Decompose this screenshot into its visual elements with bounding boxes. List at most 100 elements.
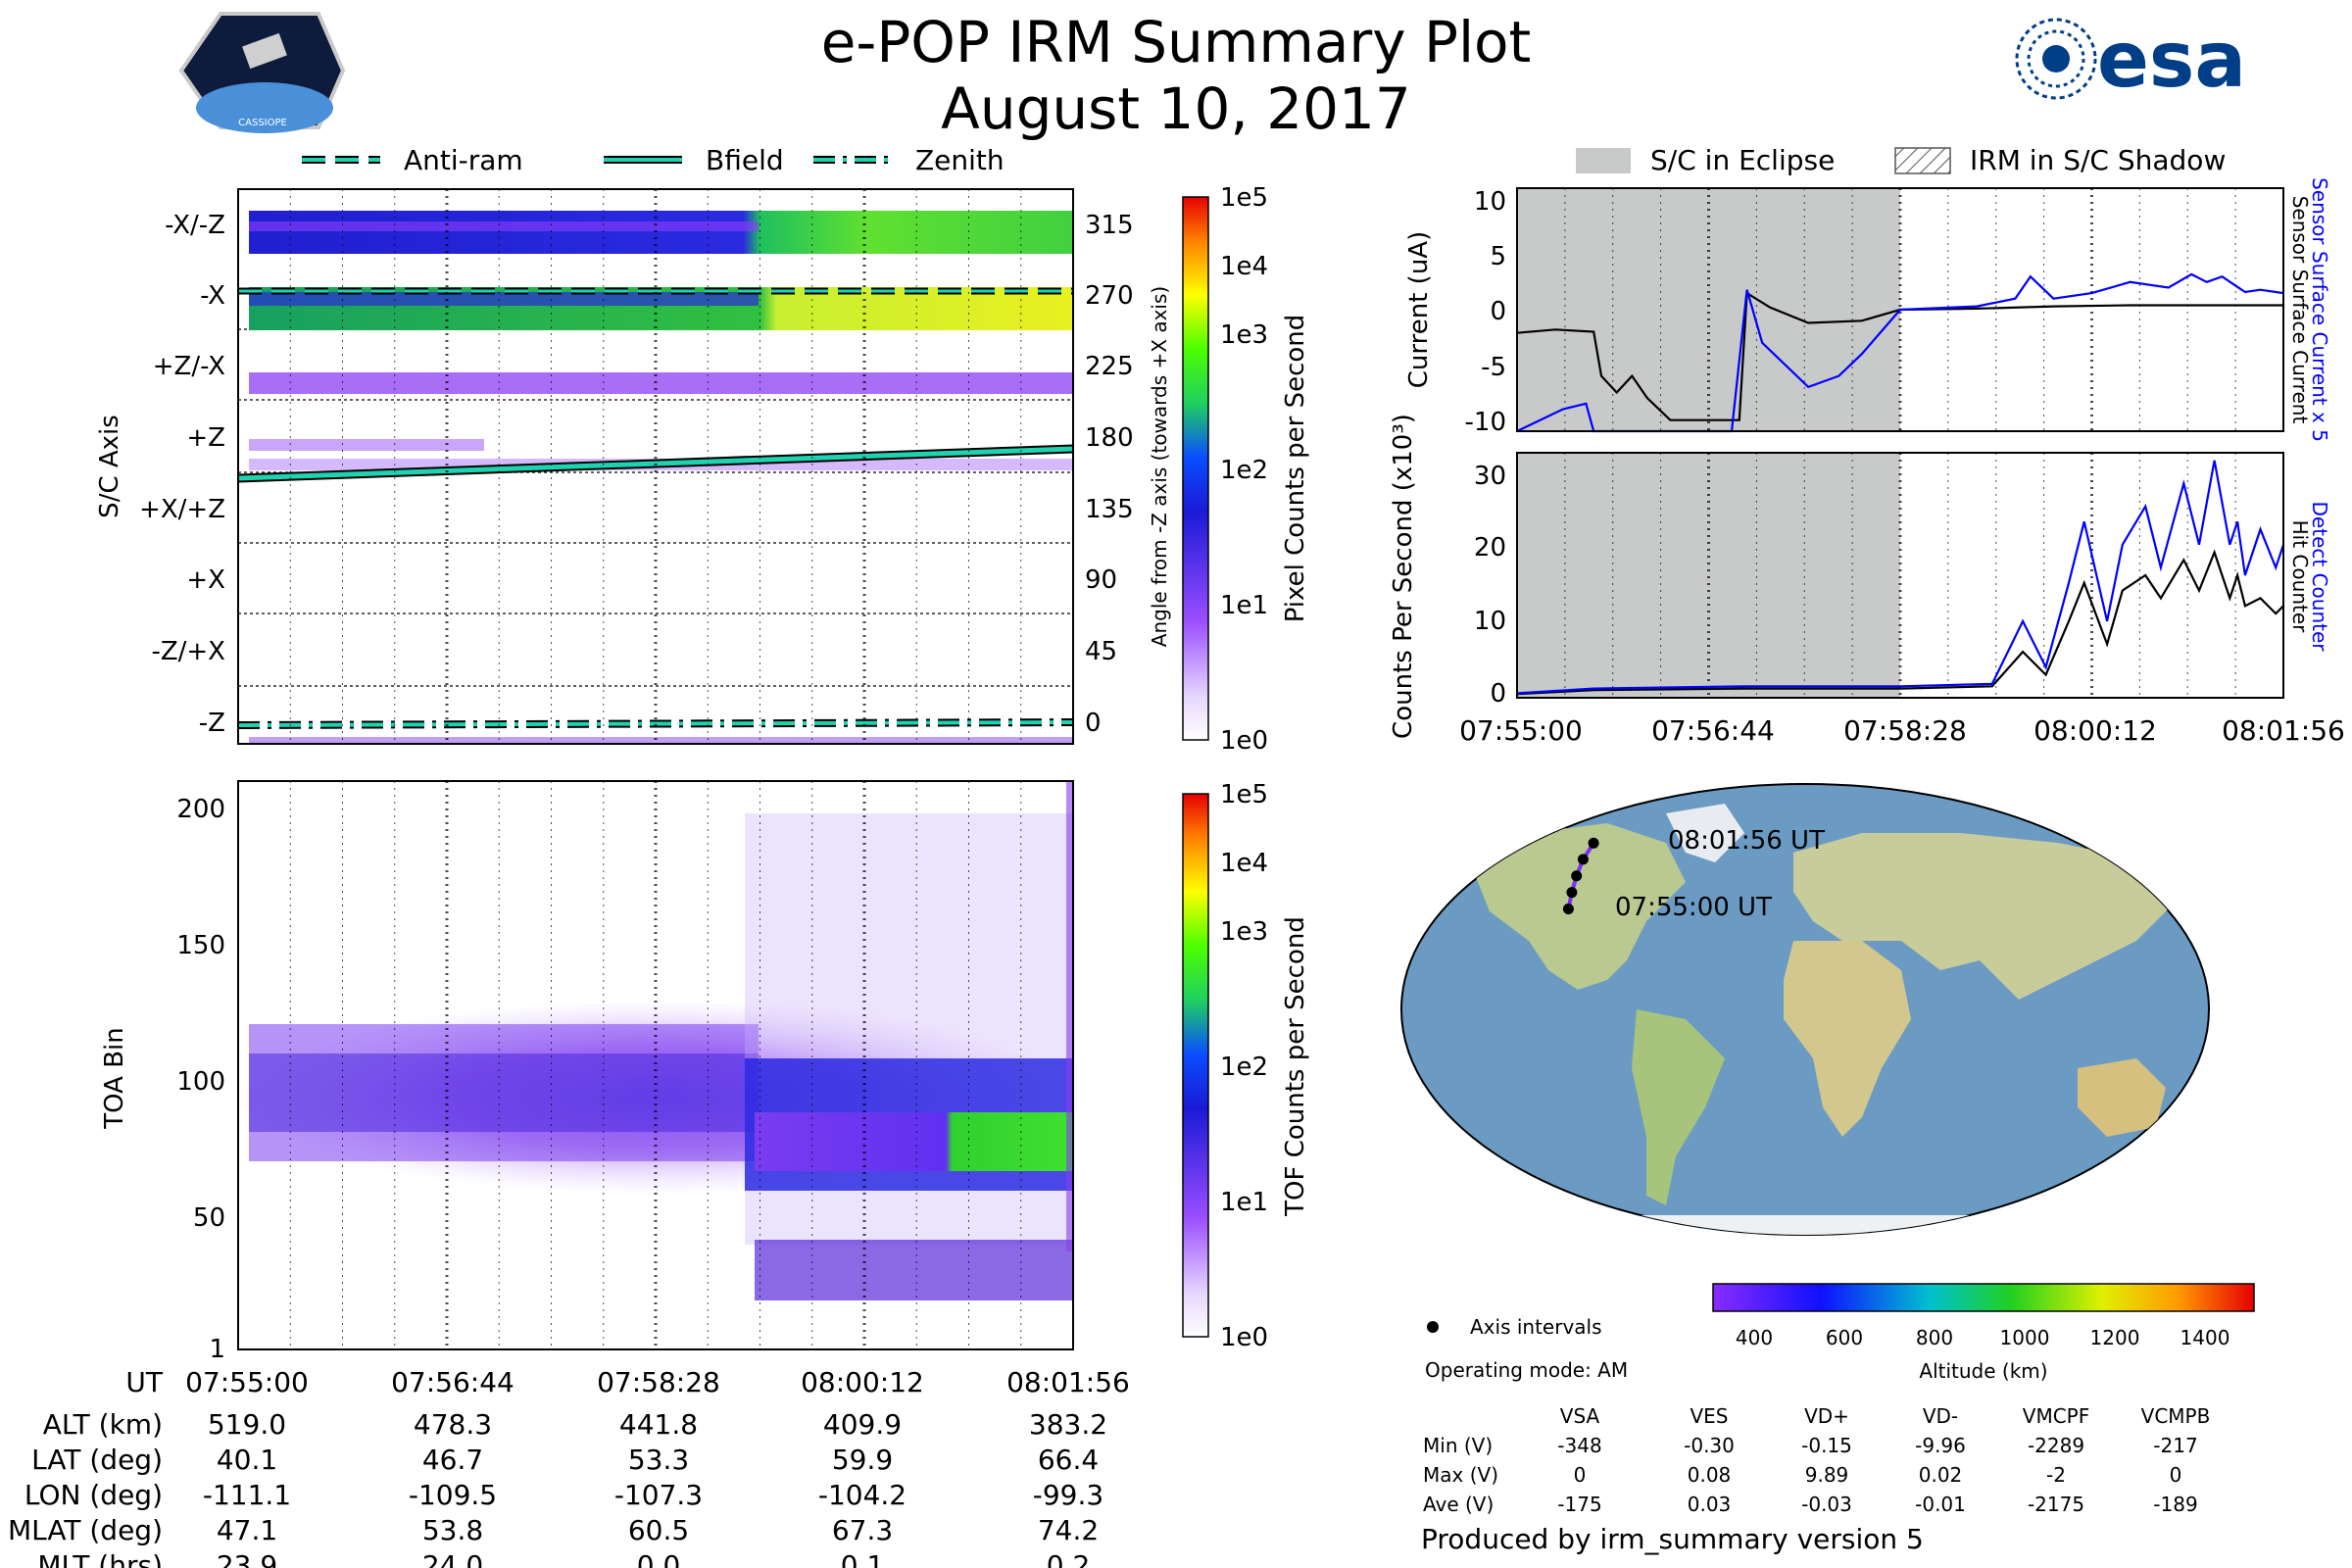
cbtick: 400 [1736,1326,1773,1349]
series-hit-counter [1516,549,2284,696]
ut-label: UT [125,1366,163,1398]
ytick: 5 [1490,242,1506,271]
africa [1784,941,1911,1137]
ephemeris-row-label: LAT (deg) [31,1444,163,1476]
ytick: -5 [1481,353,1506,382]
ephemeris-value: 67.3 [832,1514,893,1546]
ytick: 100 [176,1067,225,1097]
legend-eclipse-swatch [1576,148,1631,173]
ytick: 10 [1474,607,1506,636]
ephemeris-value: -104.2 [818,1479,906,1511]
tof-colorbar-ticks: 1e5 1e4 1e3 1e2 1e1 1e0 [1220,780,1268,1352]
ephemeris-value: 441.8 [619,1408,698,1441]
legend-antiram: Anti-ram [404,144,523,176]
counts-ylabel: Counts Per Second (x10³) [1389,414,1418,739]
y2tick: 225 [1085,352,1134,381]
cbtick: 1e1 [1220,1188,1268,1217]
cbtick: 1400 [2180,1326,2230,1349]
altitude-colorbar [1712,1283,2255,1312]
stats-value: -0.03 [1801,1493,1852,1516]
stats-value: -175 [1557,1493,1601,1516]
ephemeris-value: -99.3 [1033,1479,1103,1511]
ut-tick: 07:56:44 [391,1366,514,1398]
ephemeris-value: 60.5 [628,1514,689,1546]
cbtick: 1e5 [1220,183,1268,213]
ytick: -Z [199,709,225,738]
ytick: +X [186,565,225,595]
cbtick: 1e2 [1220,456,1268,485]
stats-col-header: VSA [1560,1404,1600,1428]
pixel-y2ticks: 315 270 225 180 135 90 45 0 [1085,211,1134,738]
stats-value: -348 [1557,1434,1601,1457]
orbit-point [1566,887,1578,899]
ytick: -X/-Z [165,211,225,240]
ytick: 200 [176,795,225,824]
tof-heatmap-panel [237,780,1074,1350]
time-tick: 08:01:56 [2222,714,2345,747]
counts-right-label-detect: Detect Counter [2308,502,2331,653]
legend-shadow-swatch [1894,147,1951,174]
operating-mode: Operating mode: AM [1425,1358,1628,1382]
time-tick: 07:55:00 [1459,714,1583,747]
y2tick: 270 [1085,281,1134,311]
stats-value: -2 [2046,1463,2066,1487]
tof-band [755,1112,1073,1171]
tof-yticks: 200 150 100 50 1 [176,795,225,1364]
stats-value: -0.01 [1915,1493,1966,1516]
ephemeris-value: -109.5 [409,1479,497,1511]
cbtick: 1e1 [1220,591,1268,620]
axis-interval-marker [1427,1321,1439,1333]
cbtick: 1e0 [1220,726,1268,756]
track-start-label: 07:55:00 UT [1615,893,1772,922]
ephemeris-value: 409.9 [823,1408,902,1441]
ephemeris-value: 46.7 [422,1444,483,1476]
ephemeris-value: 53.8 [422,1514,483,1546]
stats-value: -0.30 [1684,1434,1735,1457]
series-detect-counter [1516,460,2285,695]
stats-col-header: VD+ [1804,1404,1849,1428]
ytick: -X [200,281,225,311]
series-sensor-surface-current [1516,291,2283,421]
stats-value: 0 [1574,1463,1587,1487]
left-legend: Anti-ram Bfield Zenith [302,144,1004,176]
tof-colorbar [1182,793,1209,1338]
time-tick: 07:56:44 [1651,714,1775,747]
cbtick: 1000 [2000,1326,2050,1349]
esa-logo-text: esa [2097,17,2246,105]
cbtick: 1e5 [1220,780,1268,809]
stats-row-label: Min (V) [1423,1434,1493,1457]
band-zx [249,372,1073,394]
plot-date: August 10, 2017 [941,75,1411,142]
stats-value: -189 [2153,1493,2197,1516]
stats-row-label: Max (V) [1423,1463,1498,1487]
stats-value: -2175 [2028,1493,2084,1516]
stats-value: 0 [2170,1463,2182,1487]
ephemeris-value: 24.0 [422,1549,483,1568]
track-end-label: 08:01:56 UT [1668,826,1825,856]
ephemeris-value: -111.1 [203,1479,291,1511]
plot-title: e-POP IRM Summary Plot [820,9,1532,75]
stats-value: 0.02 [1919,1463,1963,1487]
ephemeris-row-label: LON (deg) [24,1479,163,1511]
ephemeris-value: 53.3 [628,1444,689,1476]
y2tick: 0 [1085,709,1102,738]
ephemeris-value: 66.4 [1038,1444,1099,1476]
stats-col-header: VD- [1923,1404,1958,1428]
ephemeris-value: 383.2 [1029,1408,1107,1441]
ytick: +Z/-X [153,352,225,381]
ytick: +X/+Z [139,495,225,524]
ut-tick: 07:55:00 [185,1366,309,1398]
cbtick: 1e3 [1220,917,1268,947]
pixel-ylabel: S/C Axis [95,415,124,518]
pixel-colorbar-ticks: 1e5 1e4 1e3 1e2 1e1 1e0 [1220,183,1268,756]
ephemeris-value: 23.9 [217,1549,277,1568]
y2tick: 90 [1085,565,1117,595]
eurasia [1793,833,2176,1000]
ut-tick: 08:00:12 [801,1366,924,1398]
eclipse-region [1517,188,1900,431]
y2tick: 45 [1085,637,1117,666]
ephemeris-value: 0.1 [841,1549,885,1568]
cbtick: 1e2 [1220,1053,1268,1082]
stats-value: -0.15 [1801,1434,1852,1457]
